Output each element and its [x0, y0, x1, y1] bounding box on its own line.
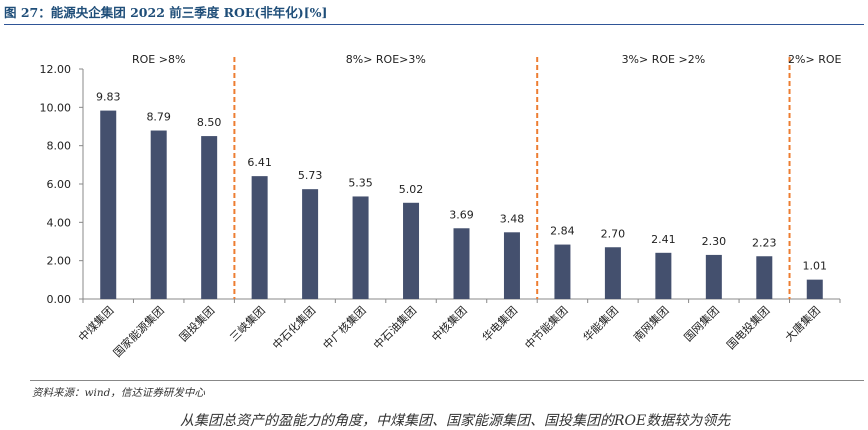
bar — [251, 176, 268, 299]
group-label: 8%> ROE>3% — [346, 53, 426, 66]
category-label: 中广核集团 — [320, 303, 369, 352]
value-label: 2.23 — [752, 236, 777, 249]
figure-title: 图 27：能源央企集团 2022 前三季度 ROE(非年化)[%] — [4, 2, 864, 25]
body-text-fragment: 从集团总资产的盈能力的角度，中煤集团、国家能源集团、国投集团的ROE数据较为领先 — [180, 413, 731, 429]
value-label: 6.41 — [247, 156, 272, 169]
category-label: 中石化集团 — [269, 303, 318, 352]
bar — [554, 244, 571, 299]
category-label: 中节能集团 — [522, 303, 571, 352]
value-label: 2.41 — [651, 233, 676, 246]
category-label: 华能集团 — [580, 303, 621, 344]
category-label: 华电集团 — [479, 303, 520, 344]
bar — [453, 228, 470, 299]
y-tick-label: 4.00 — [47, 216, 72, 229]
bar — [150, 130, 167, 299]
category-label: 中煤集团 — [75, 303, 116, 344]
value-label: 8.50 — [197, 116, 222, 129]
value-label: 5.35 — [348, 176, 373, 189]
value-label: 2.70 — [601, 227, 626, 240]
bar — [806, 279, 823, 299]
bar — [503, 232, 520, 299]
value-label: 5.73 — [298, 169, 323, 182]
y-tick-label: 10.00 — [40, 101, 72, 114]
category-label: 大唐集团 — [782, 303, 823, 344]
y-tick-label: 0.00 — [47, 293, 72, 306]
value-label: 8.79 — [146, 111, 171, 124]
value-label: 1.01 — [803, 260, 828, 273]
category-label: 国家能源集团 — [110, 303, 167, 360]
group-label: 2%> ROE — [788, 53, 841, 66]
category-label: 中核集团 — [429, 303, 470, 344]
source-divider — [30, 380, 864, 381]
y-tick-label: 8.00 — [47, 140, 72, 153]
value-label: 2.30 — [702, 235, 727, 248]
y-tick-label: 6.00 — [47, 178, 72, 191]
category-label: 国电投集团 — [724, 303, 773, 352]
bar — [352, 196, 369, 299]
bar — [756, 256, 773, 299]
group-label: ROE >8% — [132, 53, 185, 66]
y-tick-label: 2.00 — [47, 255, 72, 268]
category-label: 中石油集团 — [370, 303, 419, 352]
bar — [655, 252, 672, 299]
category-label: 南网集团 — [630, 303, 671, 344]
value-label: 2.84 — [550, 225, 575, 238]
source-note: 资料来源：wind，信达证券研发中心 — [32, 387, 205, 399]
bar — [403, 202, 420, 299]
bar — [201, 136, 218, 299]
roe-bar-chart: 0.00 2.00 4.00 6.00 8.00 10.00 12.00 9.83 中煤集团 8.… — [40, 53, 842, 360]
bar — [302, 189, 319, 299]
value-label: 5.02 — [399, 183, 424, 196]
value-label: 3.48 — [500, 212, 525, 225]
y-tick-label: 12.00 — [40, 63, 72, 76]
group-label: 3%> ROE >2% — [622, 53, 706, 66]
bar — [100, 110, 117, 299]
bar — [604, 247, 621, 299]
bar — [705, 254, 722, 299]
category-label: 国网集团 — [681, 303, 722, 344]
category-label: 国投集团 — [176, 303, 217, 344]
category-label: 三峡集团 — [227, 303, 268, 344]
value-label: 9.83 — [96, 91, 121, 104]
value-label: 3.69 — [449, 208, 474, 221]
